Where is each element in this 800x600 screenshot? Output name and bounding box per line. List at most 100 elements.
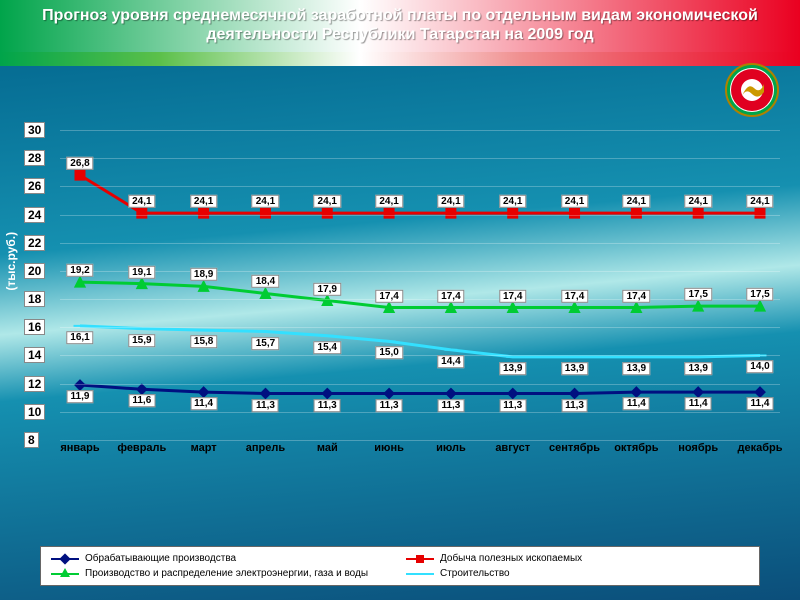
marker-mining [76, 171, 85, 180]
marker-energy [570, 303, 579, 312]
y-tick-label: 22 [24, 235, 45, 251]
y-tick-label: 10 [24, 404, 45, 420]
x-tick-label: март [191, 442, 217, 454]
data-label-energy: 17,4 [499, 289, 526, 302]
data-label-mining: 24,1 [314, 195, 341, 208]
y-tick-label: 24 [24, 207, 45, 223]
marker-energy [694, 302, 703, 311]
data-label-mining: 24,1 [623, 195, 650, 208]
legend-label: Строительство [440, 568, 510, 579]
data-label-manufacturing: 11,3 [499, 399, 526, 412]
x-tick-label: август [495, 442, 530, 454]
y-tick-label: 14 [24, 347, 45, 363]
marker-energy [446, 303, 455, 312]
data-label-construction: 13,9 [499, 362, 526, 375]
y-axis-label: (тыс.руб.) [4, 232, 18, 291]
grid-line [60, 158, 780, 159]
x-tick-label: май [317, 442, 338, 454]
marker-manufacturing [632, 388, 641, 397]
x-tick-label: декабрь [738, 442, 783, 454]
data-label-manufacturing: 11,3 [376, 399, 403, 412]
data-label-energy: 17,4 [623, 289, 650, 302]
plot-svg [60, 130, 780, 440]
marker-manufacturing [76, 381, 85, 390]
x-tick-label: апрель [246, 442, 285, 454]
marker-manufacturing [323, 389, 332, 398]
data-label-energy: 17,4 [375, 289, 402, 302]
data-label-manufacturing: 11,9 [67, 390, 94, 403]
grid-line [60, 271, 780, 272]
chart-legend: Обрабатывающие производства Добыча полезн… [40, 546, 760, 586]
marker-mining [261, 209, 270, 218]
data-label-mining: 24,1 [190, 195, 217, 208]
marker-manufacturing [261, 389, 270, 398]
marker-mining [446, 209, 455, 218]
legend-item-construction: Строительство [406, 568, 749, 579]
data-label-mining: 24,1 [375, 195, 402, 208]
legend-item-manufacturing: Обрабатывающие производства [51, 553, 394, 564]
grid-line [60, 440, 780, 441]
marker-mining [137, 209, 146, 218]
series-line-construction [80, 326, 760, 357]
data-label-construction: 13,9 [623, 362, 650, 375]
marker-mining [756, 209, 765, 218]
data-label-energy: 19,1 [128, 265, 155, 278]
marker-manufacturing [137, 385, 146, 394]
data-label-manufacturing: 11,4 [685, 397, 712, 410]
y-tick-label: 20 [24, 263, 45, 279]
data-label-manufacturing: 11,6 [128, 394, 155, 407]
data-label-construction: 15,4 [314, 341, 341, 354]
data-label-construction: 15,8 [190, 335, 217, 348]
slide: Прогноз уровня среднемесячной заработной… [0, 0, 800, 600]
marker-energy [508, 303, 517, 312]
x-tick-label: июль [436, 442, 466, 454]
grid-line [60, 384, 780, 385]
data-label-mining: 24,1 [252, 195, 279, 208]
data-label-energy: 17,4 [437, 289, 464, 302]
y-tick-label: 30 [24, 122, 45, 138]
marker-manufacturing [694, 388, 703, 397]
marker-mining [632, 209, 641, 218]
marker-energy [756, 302, 765, 311]
data-label-mining: 24,1 [128, 195, 155, 208]
marker-mining [385, 209, 394, 218]
data-label-energy: 17,5 [684, 288, 711, 301]
gradient-strip [0, 52, 800, 66]
y-tick-label: 26 [24, 178, 45, 194]
series-line-mining [80, 175, 760, 213]
data-label-manufacturing: 11,3 [437, 399, 464, 412]
data-label-construction: 15,9 [128, 334, 155, 347]
marker-energy [385, 303, 394, 312]
marker-mining [694, 209, 703, 218]
data-label-energy: 17,9 [314, 282, 341, 295]
marker-mining [199, 209, 208, 218]
data-label-construction: 14,4 [437, 355, 464, 368]
marker-manufacturing [385, 389, 394, 398]
grid-line [60, 412, 780, 413]
data-label-energy: 18,9 [190, 268, 217, 281]
grid-line [60, 130, 780, 131]
grid-line [60, 299, 780, 300]
data-label-mining: 24,1 [684, 195, 711, 208]
y-tick-label: 8 [24, 432, 39, 448]
x-tick-label: февраль [117, 442, 166, 454]
grid-line [60, 243, 780, 244]
x-tick-label: июнь [374, 442, 404, 454]
series-line-manufacturing [80, 385, 760, 393]
legend-label: Добыча полезных ископаемых [440, 553, 582, 564]
grid-line [60, 215, 780, 216]
marker-energy [76, 278, 85, 287]
data-label-manufacturing: 11,4 [747, 397, 774, 410]
data-label-manufacturing: 11,3 [252, 399, 279, 412]
legend-label: Производство и распределение электроэнер… [85, 568, 368, 579]
marker-energy [261, 289, 270, 298]
data-label-construction: 15,0 [375, 347, 402, 360]
marker-energy [199, 282, 208, 291]
y-tick-label: 18 [24, 291, 45, 307]
x-tick-label: сентябрь [549, 442, 600, 454]
data-label-construction: 14,0 [746, 361, 773, 374]
marker-manufacturing [199, 388, 208, 397]
marker-energy [137, 279, 146, 288]
grid-line [60, 186, 780, 187]
marker-manufacturing [570, 389, 579, 398]
